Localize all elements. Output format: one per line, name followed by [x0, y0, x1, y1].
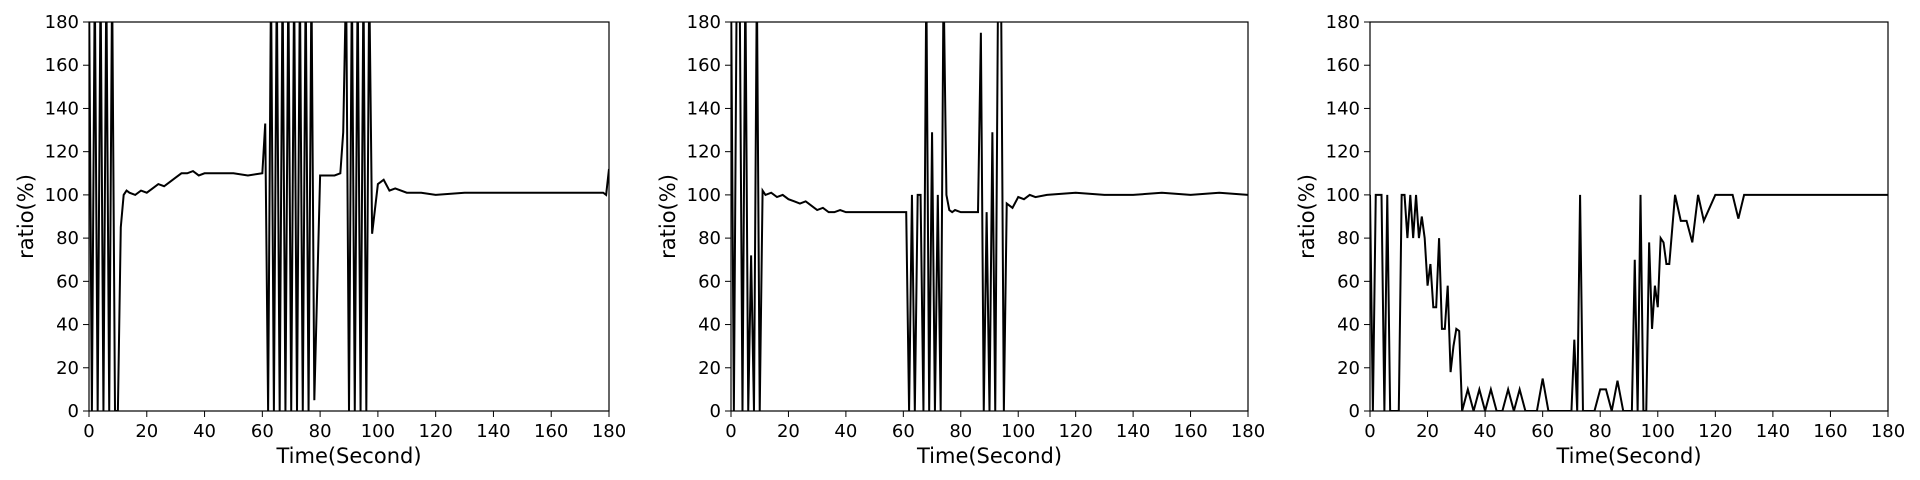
subplot: 0 20 40 60 80 100 120 140 160 180 0 20 40 60 80 100 120 1… [1295, 12, 1905, 468]
y-tick-label: 140 [1326, 98, 1360, 119]
x-tick-label: 100 [1641, 421, 1675, 442]
x-tick-label: 60 [251, 421, 274, 442]
y-tick-label: 40 [56, 315, 79, 336]
y-tick-label: 20 [56, 358, 79, 379]
data-line [89, 22, 609, 411]
x-tick-label: 160 [534, 421, 568, 442]
y-tick-label: 140 [45, 98, 79, 119]
x-axis-label: Time(Second) [275, 444, 421, 468]
y-tick-label: 80 [1337, 228, 1360, 249]
x-tick-label: 20 [1416, 421, 1439, 442]
y-tick-label: 160 [1326, 55, 1360, 76]
y-tick-label: 60 [698, 271, 721, 292]
x-tick-label: 60 [892, 421, 915, 442]
x-tick-label: 40 [193, 421, 216, 442]
x-tick-label: 0 [725, 421, 736, 442]
y-tick-label: 0 [710, 401, 721, 422]
y-tick-label: 40 [698, 315, 721, 336]
y-axis-label: ratio(%) [656, 174, 680, 259]
x-tick-label: 160 [1813, 421, 1847, 442]
y-axis-label: ratio(%) [1295, 174, 1319, 259]
y-tick-label: 160 [687, 55, 721, 76]
x-tick-label: 140 [476, 421, 510, 442]
x-tick-label: 0 [1364, 421, 1375, 442]
y-tick-label: 0 [1349, 401, 1360, 422]
x-tick-label: 60 [1531, 421, 1554, 442]
subplot: 0 20 40 60 80 100 120 140 160 180 0 20 40 60 80 100 120 1… [656, 12, 1265, 468]
y-tick-label: 40 [1337, 315, 1360, 336]
y-tick-label: 120 [687, 142, 721, 163]
x-tick-label: 120 [418, 421, 452, 442]
subplot: 0 20 40 60 80 100 120 140 160 180 0 20 40 60 80 100 120 1… [14, 12, 626, 468]
x-tick-label: 140 [1116, 421, 1150, 442]
y-tick-label: 100 [45, 185, 79, 206]
y-tick-label: 80 [56, 228, 79, 249]
axes-frame [88, 21, 610, 412]
x-tick-label: 40 [1474, 421, 1497, 442]
x-tick-label: 80 [949, 421, 972, 442]
x-tick-label: 180 [1231, 421, 1265, 442]
x-tick-label: 180 [592, 421, 626, 442]
y-axis-label: ratio(%) [14, 174, 38, 259]
x-tick-label: 0 [83, 421, 94, 442]
x-tick-label: 140 [1756, 421, 1790, 442]
x-axis-label: Time(Second) [916, 444, 1062, 468]
x-tick-label: 20 [777, 421, 800, 442]
y-tick-label: 100 [687, 185, 721, 206]
x-tick-label: 40 [834, 421, 857, 442]
y-tick-label: 120 [1326, 142, 1360, 163]
y-tick-label: 160 [45, 55, 79, 76]
x-axis-label: Time(Second) [1555, 444, 1701, 468]
x-tick-label: 120 [1058, 421, 1092, 442]
data-line [731, 22, 1248, 411]
x-tick-label: 80 [1589, 421, 1612, 442]
x-tick-label: 20 [135, 421, 158, 442]
y-tick-label: 140 [687, 98, 721, 119]
y-tick-label: 60 [56, 271, 79, 292]
y-tick-label: 20 [698, 358, 721, 379]
x-tick-label: 180 [1871, 421, 1905, 442]
y-tick-label: 180 [45, 12, 79, 33]
y-tick-label: 20 [1337, 358, 1360, 379]
x-tick-label: 80 [309, 421, 332, 442]
x-tick-label: 120 [1698, 421, 1732, 442]
x-tick-label: 100 [361, 421, 395, 442]
axes-frame [730, 21, 1249, 412]
y-tick-label: 100 [1326, 185, 1360, 206]
y-tick-label: 180 [687, 12, 721, 33]
y-tick-label: 0 [68, 401, 79, 422]
x-tick-label: 160 [1173, 421, 1207, 442]
axes-frame [1369, 21, 1889, 412]
y-tick-label: 180 [1326, 12, 1360, 33]
y-tick-label: 60 [1337, 271, 1360, 292]
x-tick-label: 100 [1001, 421, 1035, 442]
y-tick-label: 80 [698, 228, 721, 249]
y-tick-label: 120 [45, 142, 79, 163]
data-line [1370, 193, 1888, 411]
